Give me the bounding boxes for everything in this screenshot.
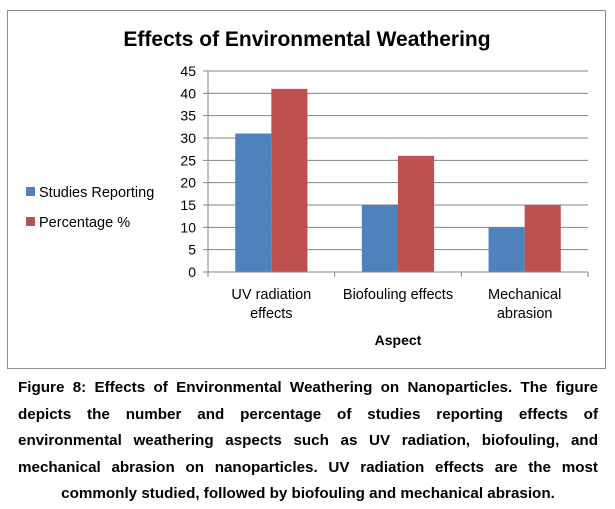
legend-label: Studies Reporting	[39, 185, 154, 201]
x-category-label: Biofouling effects	[343, 287, 453, 303]
legend-swatch	[26, 187, 35, 196]
y-tick-label: 20	[180, 175, 196, 191]
bar-percentage-2	[524, 205, 561, 272]
chart-title: Effects of Environmental Weathering	[123, 28, 490, 51]
legend-label: Percentage %	[39, 215, 130, 231]
x-category-label-line: effects	[250, 306, 292, 322]
axes	[203, 71, 589, 277]
x-category-label-line: UV radiation	[231, 287, 311, 303]
x-category-label-line: abrasion	[497, 306, 553, 322]
x-category-label-line: Mechanical	[488, 287, 561, 303]
bar-chart: Effects of Environmental Weathering 0 5 10…	[26, 28, 589, 348]
y-tick-label: 35	[180, 108, 196, 124]
bars	[235, 88, 561, 272]
x-category-label-line: Biofouling effects	[343, 287, 453, 303]
bar-studies-reporting-2	[488, 227, 525, 272]
y-tick-label: 5	[188, 242, 196, 258]
y-tick-label: 0	[188, 264, 196, 280]
x-category-label: UV radiation effects	[231, 287, 311, 322]
legend-item: Studies Reporting	[26, 185, 154, 201]
x-axis-title: Aspect	[375, 332, 422, 348]
y-tick-label: 40	[180, 85, 196, 101]
y-tick-label: 45	[180, 63, 196, 79]
y-tick-label: 10	[180, 219, 196, 235]
y-tick-label: 30	[180, 130, 196, 146]
legend-swatch	[26, 217, 35, 226]
figure-caption: Figure 8: Effects of Environmental Weath…	[18, 379, 598, 502]
legend: Studies Reporting Percentage %	[26, 185, 154, 231]
bar-studies-reporting-1	[361, 205, 398, 272]
y-tick-label: 25	[180, 152, 196, 168]
bar-studies-reporting-0	[235, 133, 272, 272]
bar-percentage-0	[271, 88, 308, 272]
x-category-labels: UV radiation effects Biofouling effects Mec…	[231, 287, 561, 322]
bar-percentage-1	[398, 155, 435, 272]
y-tick-label: 15	[180, 197, 196, 213]
y-tick-labels: 0 5 10 15 20 25 30 35 40 45	[180, 63, 196, 280]
x-category-label: Mechanical abrasion	[488, 287, 561, 322]
legend-item: Percentage %	[26, 215, 130, 231]
